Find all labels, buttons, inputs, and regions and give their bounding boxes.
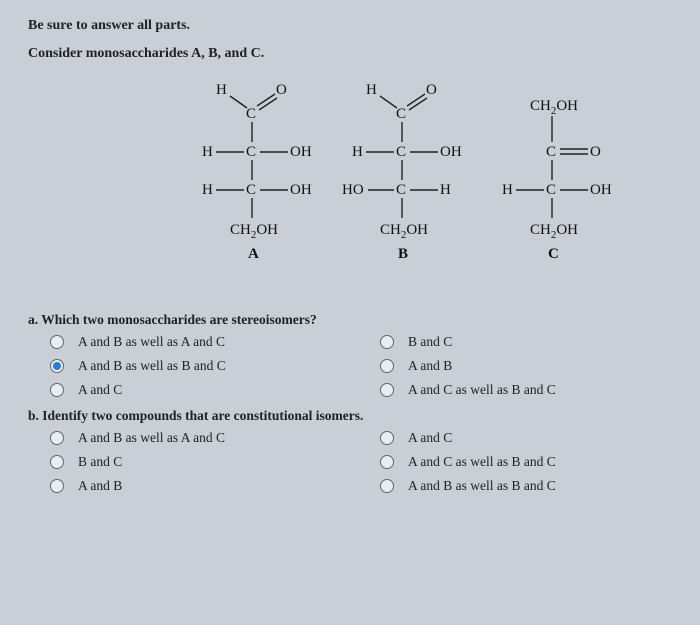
option-label: A and B <box>78 478 122 494</box>
option-label: A and B as well as A and C <box>78 334 225 350</box>
svg-text:CH2OH: CH2OH <box>230 222 278 241</box>
svg-text:H: H <box>502 182 513 198</box>
radio-icon <box>380 383 394 397</box>
radio-icon <box>50 359 64 373</box>
option-label: A and C as well as B and C <box>408 382 556 398</box>
option-label: A and B as well as A and C <box>78 430 225 446</box>
option-label: A and C <box>78 382 122 398</box>
option-label: A and C <box>408 430 452 446</box>
svg-text:C: C <box>396 106 406 122</box>
radio-icon <box>380 359 394 373</box>
svg-text:OH: OH <box>290 144 312 160</box>
svg-text:OH: OH <box>590 182 612 198</box>
svg-text:CH2OH: CH2OH <box>530 222 578 241</box>
svg-text:CH2OH: CH2OH <box>530 98 578 117</box>
option-a-right-0[interactable]: B and C <box>380 334 640 350</box>
option-b-left-0[interactable]: A and B as well as A and C <box>50 430 370 446</box>
svg-text:H: H <box>366 82 377 98</box>
option-b-left-1[interactable]: B and C <box>50 454 370 470</box>
svg-text:C: C <box>246 182 256 198</box>
option-label: A and B as well as B and C <box>78 358 226 374</box>
svg-text:C: C <box>396 182 406 198</box>
radio-icon <box>50 335 64 349</box>
svg-text:H: H <box>216 82 227 98</box>
option-label: A and B as well as B and C <box>408 478 556 494</box>
svg-text:C: C <box>548 246 559 262</box>
option-label: A and C as well as B and C <box>408 454 556 470</box>
radio-icon <box>50 455 64 469</box>
svg-text:H: H <box>202 182 213 198</box>
option-label: B and C <box>408 334 452 350</box>
structures-diagram: .t { font-family: Georgia, serif; font-s… <box>88 76 672 296</box>
question-b-text: b. Identify two compounds that are const… <box>28 408 672 424</box>
radio-icon <box>50 431 64 445</box>
svg-text:C: C <box>546 144 556 160</box>
consider-text: Consider monosaccharides A, B, and C. <box>28 46 672 62</box>
option-b-right-1[interactable]: A and C as well as B and C <box>380 454 640 470</box>
option-a-left-1[interactable]: A and B as well as B and C <box>50 358 370 374</box>
radio-icon <box>380 455 394 469</box>
svg-text:C: C <box>396 144 406 160</box>
option-b-right-2[interactable]: A and B as well as B and C <box>380 478 640 494</box>
option-a-left-0[interactable]: A and B as well as A and C <box>50 334 370 350</box>
option-b-left-2[interactable]: A and B <box>50 478 370 494</box>
radio-icon <box>380 431 394 445</box>
radio-icon <box>50 479 64 493</box>
radio-icon <box>380 479 394 493</box>
radio-icon <box>380 335 394 349</box>
svg-text:OH: OH <box>440 144 462 160</box>
question-b-options: A and B as well as A and C A and C B and… <box>50 430 672 494</box>
svg-text:B: B <box>398 246 408 262</box>
svg-text:C: C <box>246 144 256 160</box>
question-a-options: A and B as well as A and C B and C A and… <box>50 334 672 398</box>
instruction-text: Be sure to answer all parts. <box>28 18 672 34</box>
option-a-right-2[interactable]: A and C as well as B and C <box>380 382 640 398</box>
option-label: A and B <box>408 358 452 374</box>
svg-text:C: C <box>246 106 256 122</box>
svg-text:O: O <box>590 144 601 160</box>
svg-text:A: A <box>248 246 259 262</box>
svg-text:H: H <box>202 144 213 160</box>
svg-text:HO: HO <box>342 182 364 198</box>
svg-text:O: O <box>426 82 437 98</box>
svg-text:O: O <box>276 82 287 98</box>
svg-text:CH2OH: CH2OH <box>380 222 428 241</box>
radio-icon <box>50 383 64 397</box>
svg-text:C: C <box>546 182 556 198</box>
svg-text:H: H <box>352 144 363 160</box>
question-a-text: a. Which two monosaccharides are stereoi… <box>28 312 672 328</box>
option-a-left-2[interactable]: A and C <box>50 382 370 398</box>
svg-text:OH: OH <box>290 182 312 198</box>
option-label: B and C <box>78 454 122 470</box>
svg-text:H: H <box>440 182 451 198</box>
option-a-right-1[interactable]: A and B <box>380 358 640 374</box>
option-b-right-0[interactable]: A and C <box>380 430 640 446</box>
